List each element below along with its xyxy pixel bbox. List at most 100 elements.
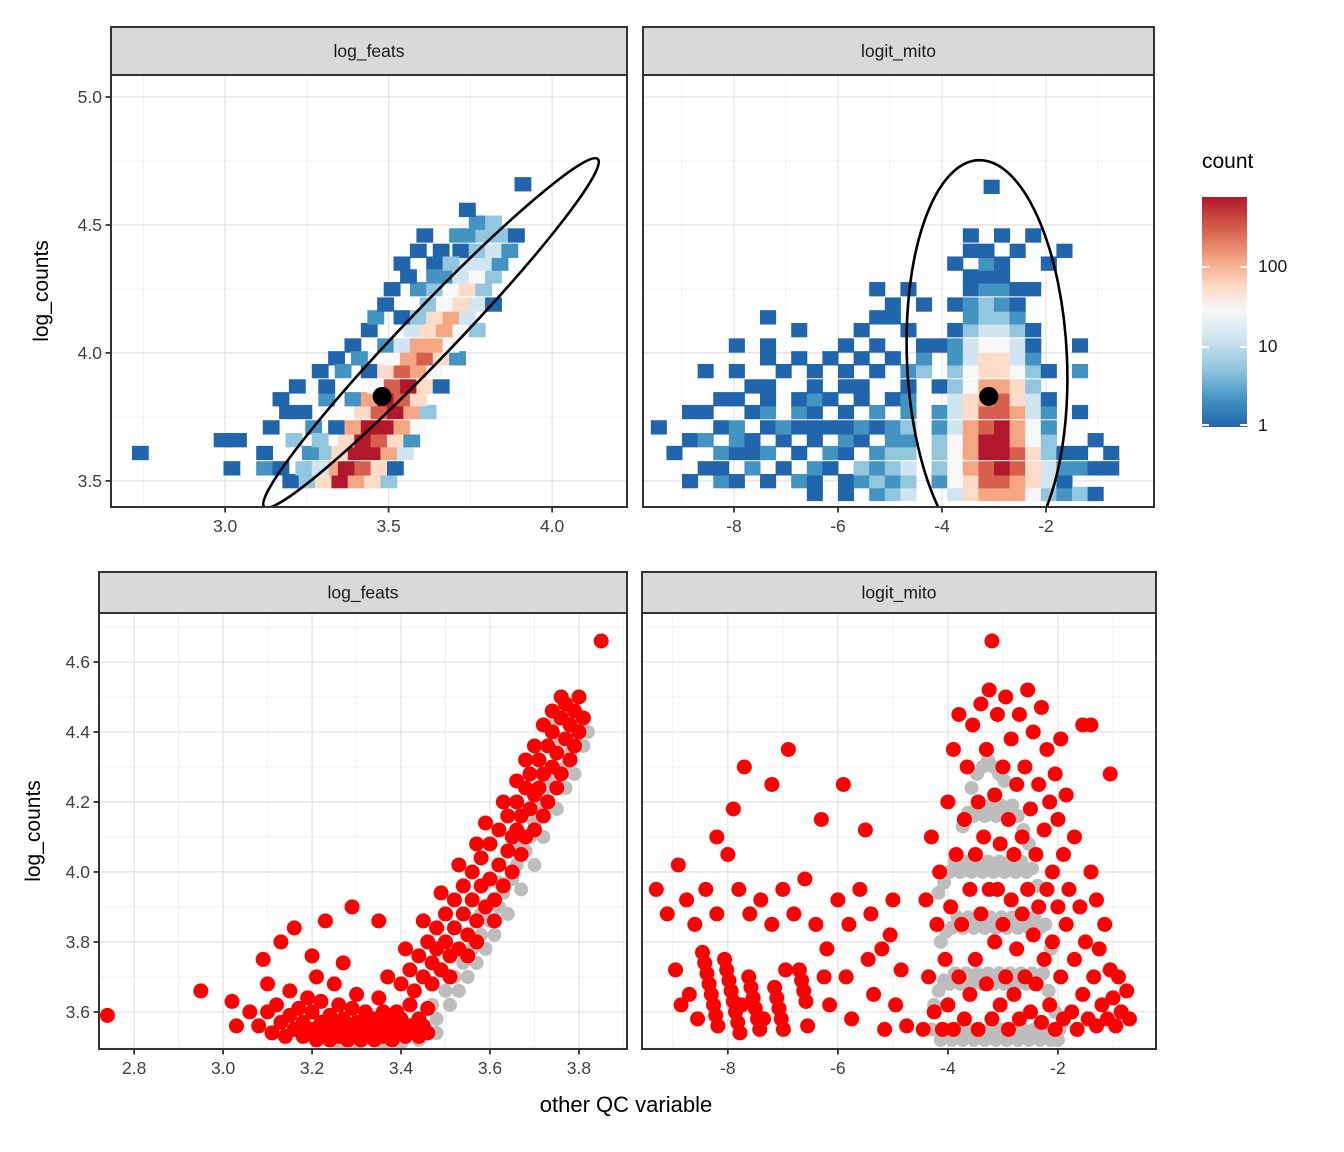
heatmap-bin	[993, 338, 1011, 353]
heatmap-bin	[377, 363, 395, 379]
outlier-point-red	[349, 986, 365, 1002]
heatmap-bin	[311, 433, 329, 448]
panel-top-right: logit_mito -8 -6 -4 -2	[642, 26, 1155, 536]
heatmap-bin	[681, 433, 699, 448]
outlier-point-red	[371, 913, 387, 929]
outlier-point-red	[775, 881, 791, 897]
outlier-point-red	[1069, 1021, 1085, 1037]
heatmap-bin	[468, 297, 486, 312]
heatmap-bin	[1071, 338, 1089, 353]
outlier-point-red	[732, 1025, 748, 1041]
outlier-point-red	[535, 717, 551, 733]
heatmap-bin	[1103, 445, 1120, 461]
heatmap-bin	[884, 445, 901, 461]
heatmap-bin	[449, 351, 466, 366]
facet-strip	[110, 26, 628, 76]
outlier-point-red	[857, 822, 873, 838]
outlier-point-red	[1011, 1011, 1027, 1027]
heatmap-bin	[744, 404, 761, 420]
outlier-point-red	[899, 1018, 915, 1034]
heatmap-bin	[947, 363, 964, 379]
heatmap-bin	[393, 420, 411, 435]
outlier-point-red	[1000, 811, 1016, 827]
heatmap-bin	[713, 445, 730, 461]
outlier-point-red	[1000, 1021, 1016, 1037]
heatmap-bin	[947, 297, 964, 312]
outlier-point-red	[1066, 951, 1082, 967]
heatmap-bin	[962, 363, 979, 379]
outlier-point-red	[228, 1018, 244, 1034]
heatmap-bin	[426, 363, 444, 379]
outlier-point-red	[429, 920, 445, 936]
heatmap-bin	[1056, 243, 1073, 258]
heatmap-bin	[337, 433, 355, 448]
heatmap-bin	[1040, 445, 1057, 461]
legend-tick-mark	[1202, 265, 1209, 268]
outlier-point-red	[967, 951, 983, 967]
heatmap-bin	[383, 282, 401, 297]
outlier-point-red	[469, 913, 485, 929]
heatmap-bin	[978, 297, 995, 312]
heatmap-bin	[485, 243, 502, 258]
outlier-point-red	[491, 822, 507, 838]
heatmap-bin	[978, 433, 995, 448]
heatmap-bin	[426, 338, 444, 353]
heatmap-bin	[962, 243, 979, 258]
panel-content	[648, 633, 1137, 1047]
cell-point-gray	[438, 983, 453, 998]
outlier-point-red	[921, 969, 937, 985]
heatmap-bin	[458, 256, 476, 271]
outlier-point-red	[1011, 706, 1027, 722]
outlier-point-red	[965, 717, 981, 733]
heatmap-bin	[978, 351, 995, 366]
outlier-point-red	[446, 892, 462, 908]
heatmap-bin	[279, 404, 296, 420]
outlier-point-red	[1031, 776, 1047, 792]
heatmap-bin	[315, 445, 332, 461]
heatmap-bin	[993, 310, 1011, 325]
heatmap-bin	[837, 445, 855, 461]
heatmap-bin	[759, 310, 777, 325]
outlier-point-red	[816, 969, 832, 985]
facet-strip	[642, 26, 1155, 76]
heatmap-bin	[1009, 282, 1026, 297]
heatmap-bin	[1009, 297, 1026, 312]
outlier-point-red	[945, 1021, 961, 1037]
heatmap-bin	[822, 420, 839, 435]
outlier-point-red	[978, 976, 994, 992]
x-tick-label: -2	[1038, 516, 1054, 536]
heatmap-bin	[1087, 433, 1104, 448]
centroid-dot	[979, 386, 999, 406]
facet-strip	[641, 571, 1157, 614]
heatmap-bin	[775, 420, 792, 435]
heatmap-bin	[728, 392, 745, 407]
cell-point-gray	[997, 773, 1012, 788]
heatmap-bin	[791, 404, 808, 420]
heatmap-bin	[947, 338, 964, 353]
heatmap-bin	[409, 420, 427, 435]
heatmap-bin	[1009, 363, 1026, 379]
heatmap-bin	[869, 282, 886, 297]
heatmap-bin	[1025, 486, 1042, 502]
cell-point-gray	[977, 920, 992, 935]
heatmap-bin	[409, 363, 427, 379]
heatmap-bin	[900, 445, 917, 461]
heatmap-bin	[295, 404, 313, 420]
heatmap-bin	[1040, 404, 1057, 420]
outlier-point-red	[1020, 682, 1036, 698]
heatmap-bin	[900, 404, 917, 420]
outlier-point-red	[1058, 787, 1074, 803]
outlier-point-red	[885, 892, 901, 908]
heatmap-bin	[1087, 486, 1104, 502]
cell-point-gray	[970, 966, 985, 981]
outlier-point-red	[734, 997, 750, 1013]
heatmap-bin	[458, 282, 476, 297]
heatmap-bin	[1071, 461, 1089, 476]
outlier-point-red	[1009, 776, 1025, 792]
heatmap-bin	[869, 420, 886, 435]
heatmap-bin	[947, 445, 964, 461]
outlier-point-red	[995, 759, 1011, 775]
outlier-point-red	[526, 822, 542, 838]
heatmap-bin	[884, 461, 901, 476]
heatmap-bin	[837, 420, 855, 435]
